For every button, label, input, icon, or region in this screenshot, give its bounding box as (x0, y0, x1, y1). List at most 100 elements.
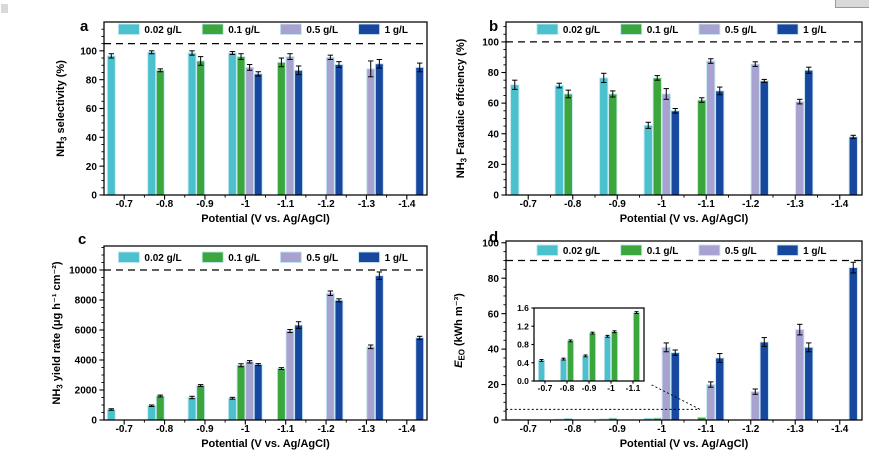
svg-text:1 g/L: 1 g/L (803, 246, 826, 257)
svg-text:1 g/L: 1 g/L (385, 253, 408, 264)
svg-text:-1.1: -1.1 (277, 424, 295, 435)
svg-text:40: 40 (488, 129, 500, 140)
svg-text:-1.3: -1.3 (787, 199, 805, 210)
svg-text:EEO (kWh m⁻³): EEO (kWh m⁻³) (453, 293, 466, 368)
screen-artifact-top-right (835, 0, 869, 8)
svg-text:-1: -1 (607, 383, 615, 393)
svg-text:1.2: 1.2 (517, 321, 529, 331)
svg-text:100: 100 (482, 238, 499, 249)
svg-text:0.1 g/L: 0.1 g/L (647, 246, 679, 257)
svg-text:-1: -1 (657, 424, 666, 435)
svg-text:20: 20 (488, 380, 500, 391)
svg-text:Potential (V vs. Ag/AgCl): Potential (V vs. Ag/AgCl) (201, 213, 330, 225)
svg-text:-1.4: -1.4 (398, 199, 416, 210)
svg-text:0.1 g/L: 0.1 g/L (228, 253, 260, 264)
svg-text:-0.7: -0.7 (520, 424, 538, 435)
svg-text:0: 0 (493, 416, 499, 427)
svg-text:-1.2: -1.2 (742, 199, 760, 210)
svg-text:0.5 g/L: 0.5 g/L (725, 25, 757, 36)
svg-text:-0.9: -0.9 (609, 424, 627, 435)
svg-text:-0.7: -0.7 (116, 424, 134, 435)
screen-artifact-top-left (1, 4, 8, 13)
chart-panel-b: 0 20 40 60 80 100 -0.7 -0.8 -0.9 -1 -1.1 -1.2 -1.3 -1… (455, 18, 863, 225)
svg-text:NH3 selectivity (%): NH3 selectivity (%) (55, 60, 68, 157)
svg-text:-1: -1 (241, 199, 250, 210)
svg-text:20: 20 (488, 160, 500, 171)
svg-text:0.5 g/L: 0.5 g/L (306, 25, 338, 36)
svg-text:-1.4: -1.4 (831, 199, 849, 210)
svg-text:8000: 8000 (75, 296, 98, 307)
svg-text:-1.4: -1.4 (831, 424, 849, 435)
svg-text:-1.2: -1.2 (317, 199, 335, 210)
svg-text:0.02 g/L: 0.02 g/L (144, 253, 181, 264)
svg-text:0: 0 (91, 416, 97, 427)
svg-text:-1.2: -1.2 (742, 424, 760, 435)
chart-panel-d: 0 20 40 60 80 100 -0.7 -0.8 -0.9 -1 -1.1 -1.2 -1.3 -1… (453, 230, 863, 450)
svg-text:-0.7: -0.7 (116, 199, 134, 210)
svg-text:-1.1: -1.1 (277, 199, 295, 210)
svg-text:-1.3: -1.3 (358, 199, 376, 210)
svg-text:6000: 6000 (75, 326, 98, 337)
svg-text:-0.8: -0.8 (564, 199, 582, 210)
svg-text:d: d (489, 230, 498, 246)
svg-text:-0.8: -0.8 (564, 424, 582, 435)
svg-text:-1.3: -1.3 (358, 424, 376, 435)
svg-text:-1.1: -1.1 (698, 199, 716, 210)
svg-text:-1.1: -1.1 (626, 383, 641, 393)
svg-text:0.1 g/L: 0.1 g/L (228, 25, 260, 36)
svg-text:0.02 g/L: 0.02 g/L (563, 246, 600, 257)
svg-text:Potential (V vs. Ag/AgCl): Potential (V vs. Ag/AgCl) (620, 213, 749, 225)
svg-text:0.1 g/L: 0.1 g/L (647, 25, 679, 36)
svg-text:NH3 Faradaic effciency (%): NH3 Faradaic effciency (%) (455, 38, 468, 178)
svg-text:-0.9: -0.9 (196, 424, 214, 435)
svg-text:-0.8: -0.8 (156, 199, 174, 210)
svg-text:40: 40 (488, 345, 500, 356)
svg-text:0.02 g/L: 0.02 g/L (563, 25, 600, 36)
svg-text:Potential (V vs. Ag/AgCl): Potential (V vs. Ag/AgCl) (620, 438, 749, 450)
chart-panel-a: 0 20 40 60 80 100 -0.7 -0.8 -0.9 -1 -1.1 -1.2 -1.3 -1… (55, 18, 428, 225)
svg-text:-0.9: -0.9 (582, 383, 597, 393)
svg-text:-0.9: -0.9 (196, 199, 214, 210)
svg-text:-0.9: -0.9 (609, 199, 627, 210)
svg-text:80: 80 (488, 68, 500, 79)
svg-text:-1.3: -1.3 (787, 424, 805, 435)
svg-text:0.5 g/L: 0.5 g/L (725, 246, 757, 257)
svg-text:-0.7: -0.7 (520, 199, 538, 210)
svg-text:1 g/L: 1 g/L (385, 25, 408, 36)
svg-text:0: 0 (91, 191, 97, 202)
svg-text:-0.8: -0.8 (156, 424, 174, 435)
svg-text:100: 100 (482, 38, 499, 49)
svg-text:1 g/L: 1 g/L (803, 25, 826, 36)
svg-text:100: 100 (80, 46, 97, 57)
svg-text:60: 60 (488, 309, 500, 320)
svg-text:0.8: 0.8 (517, 340, 529, 350)
svg-text:-0.8: -0.8 (560, 383, 575, 393)
svg-text:4000: 4000 (75, 356, 98, 367)
svg-text:-1.4: -1.4 (398, 424, 416, 435)
svg-text:-0.7: -0.7 (538, 383, 553, 393)
svg-text:40: 40 (86, 133, 98, 144)
svg-text:1.6: 1.6 (517, 303, 529, 313)
svg-text:-1.1: -1.1 (698, 424, 716, 435)
svg-text:NH3 yield rate (μg h⁻¹ cm⁻²): NH3 yield rate (μg h⁻¹ cm⁻²) (51, 261, 64, 404)
svg-text:20: 20 (86, 162, 98, 173)
svg-text:a: a (80, 18, 89, 35)
svg-text:b: b (489, 18, 498, 35)
svg-text:0.5 g/L: 0.5 g/L (306, 253, 338, 264)
svg-text:-1.2: -1.2 (317, 424, 335, 435)
svg-text:0.0: 0.0 (517, 376, 529, 386)
svg-text:80: 80 (86, 75, 98, 86)
svg-text:60: 60 (488, 99, 500, 110)
svg-text:60: 60 (86, 104, 98, 115)
svg-text:2000: 2000 (75, 386, 98, 397)
svg-text:-1: -1 (241, 424, 250, 435)
svg-text:10000: 10000 (69, 266, 97, 277)
svg-text:-1: -1 (657, 199, 666, 210)
svg-text:Potential (V vs. Ag/AgCl): Potential (V vs. Ag/AgCl) (201, 438, 330, 450)
chart-panel-c: 0 2000 4000 6000 8000 10000 -0.7 -0.8 -0.9 -1 -1.1… (51, 231, 428, 450)
svg-text:80: 80 (488, 274, 500, 285)
svg-text:c: c (78, 231, 86, 248)
svg-text:0.4: 0.4 (517, 358, 529, 368)
svg-text:0: 0 (493, 191, 499, 202)
